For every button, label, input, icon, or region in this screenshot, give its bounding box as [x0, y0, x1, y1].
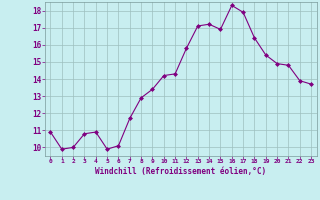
X-axis label: Windchill (Refroidissement éolien,°C): Windchill (Refroidissement éolien,°C) — [95, 167, 266, 176]
